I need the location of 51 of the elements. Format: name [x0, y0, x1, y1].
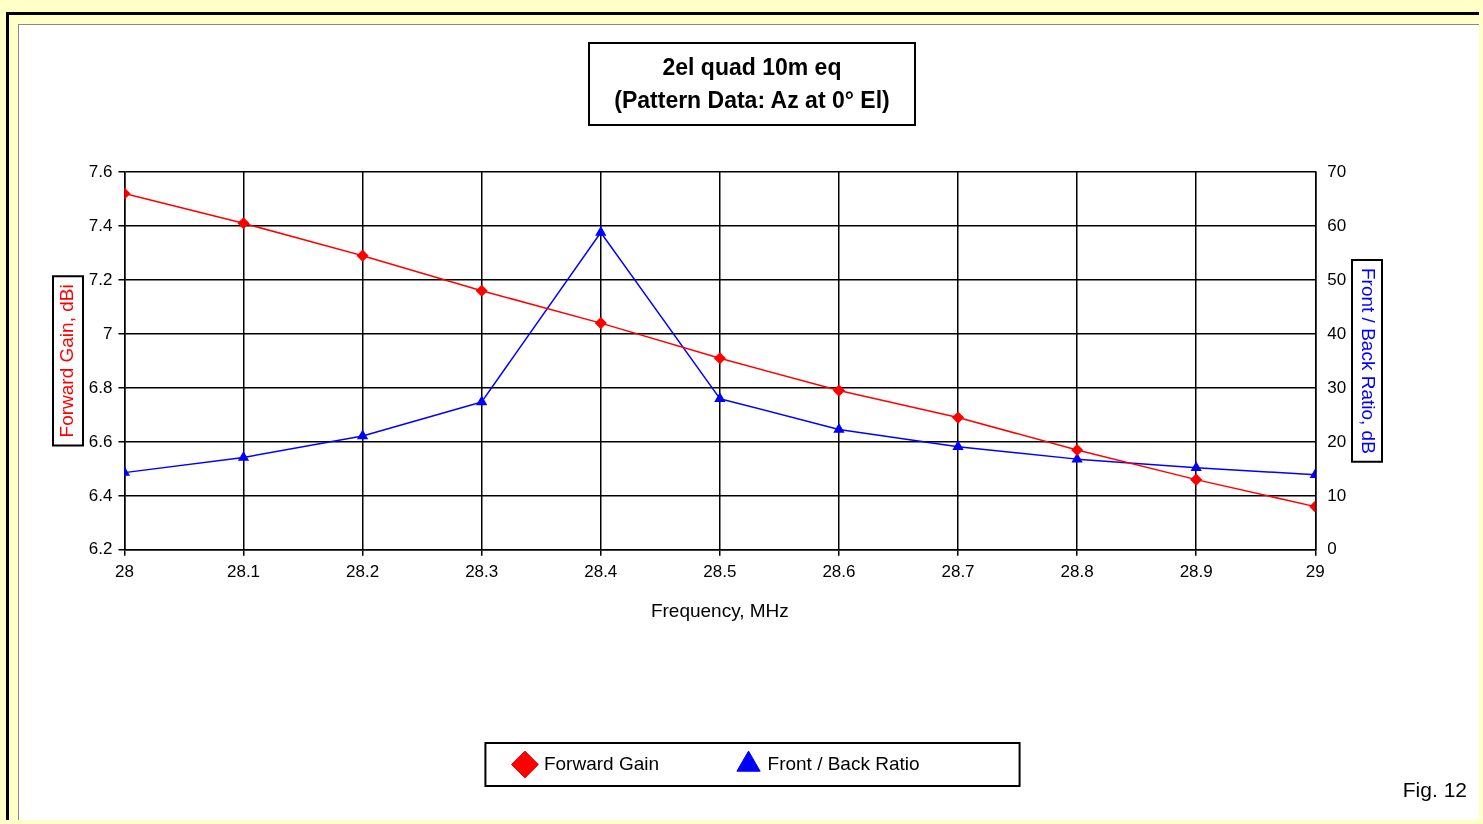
point	[476, 396, 487, 406]
x-tick-label: 28.7	[941, 561, 975, 581]
y-tick-label: 7.2	[88, 269, 113, 289]
y2-tick-label: 60	[1327, 215, 1347, 235]
y2-tick-label: 10	[1327, 485, 1347, 505]
y2-tick-label: 50	[1327, 269, 1347, 289]
point	[595, 317, 607, 329]
x-tick-label: 28.3	[465, 561, 499, 581]
legend-label: Front / Back Ratio	[767, 752, 920, 774]
point	[475, 284, 488, 297]
point	[356, 249, 369, 262]
x-tick-label: 28.9	[1179, 561, 1213, 581]
y2-tick-label: 20	[1327, 431, 1347, 451]
y2-tick-label: 0	[1327, 539, 1337, 559]
point	[595, 226, 606, 236]
x-tick-label: 28.4	[584, 561, 618, 581]
y-tick-label: 6.4	[88, 485, 113, 505]
point	[952, 411, 964, 424]
x-tick-label: 29	[1305, 561, 1325, 581]
x-tick-label: 28.5	[703, 561, 737, 581]
x-tick-label: 28	[114, 561, 134, 581]
point	[357, 430, 368, 440]
x-axis-title: Frequency, MHz	[650, 599, 789, 621]
y2-axis-title: Front / Back Ratio, dB	[1358, 267, 1380, 454]
chart-title: 2el quad 10m eq (Pattern Data: Az at 0° El)	[588, 42, 916, 126]
point	[237, 217, 250, 230]
y-tick-label: 7	[102, 323, 113, 343]
y-axis-title: Forward Gain, dBi	[55, 284, 77, 438]
point	[1191, 462, 1202, 472]
point	[833, 384, 845, 397]
x-tick-label: 28.1	[226, 561, 261, 581]
legend-label: Forward Gain	[543, 752, 660, 774]
y-tick-label: 7.4	[88, 215, 113, 235]
point	[833, 423, 845, 433]
y2-tick-label: 40	[1327, 323, 1347, 343]
y-tick-label: 6.8	[88, 377, 113, 397]
point	[952, 440, 964, 450]
caption: Fig. 12	[1402, 778, 1467, 802]
point	[714, 392, 725, 402]
y-tick-label: 6.6	[88, 431, 113, 451]
point	[1190, 473, 1202, 486]
x-tick-label: 28.6	[822, 561, 856, 581]
point	[714, 352, 726, 364]
y2-tick-label: 70	[1327, 161, 1347, 181]
point	[1071, 444, 1083, 456]
y2-tick-label: 30	[1327, 377, 1347, 397]
x-tick-label: 28.8	[1060, 561, 1094, 581]
x-tick-label: 28.2	[346, 561, 380, 581]
y-tick-label: 6.2	[88, 539, 113, 559]
y-tick-label: 7.6	[88, 161, 113, 181]
point	[238, 451, 249, 461]
